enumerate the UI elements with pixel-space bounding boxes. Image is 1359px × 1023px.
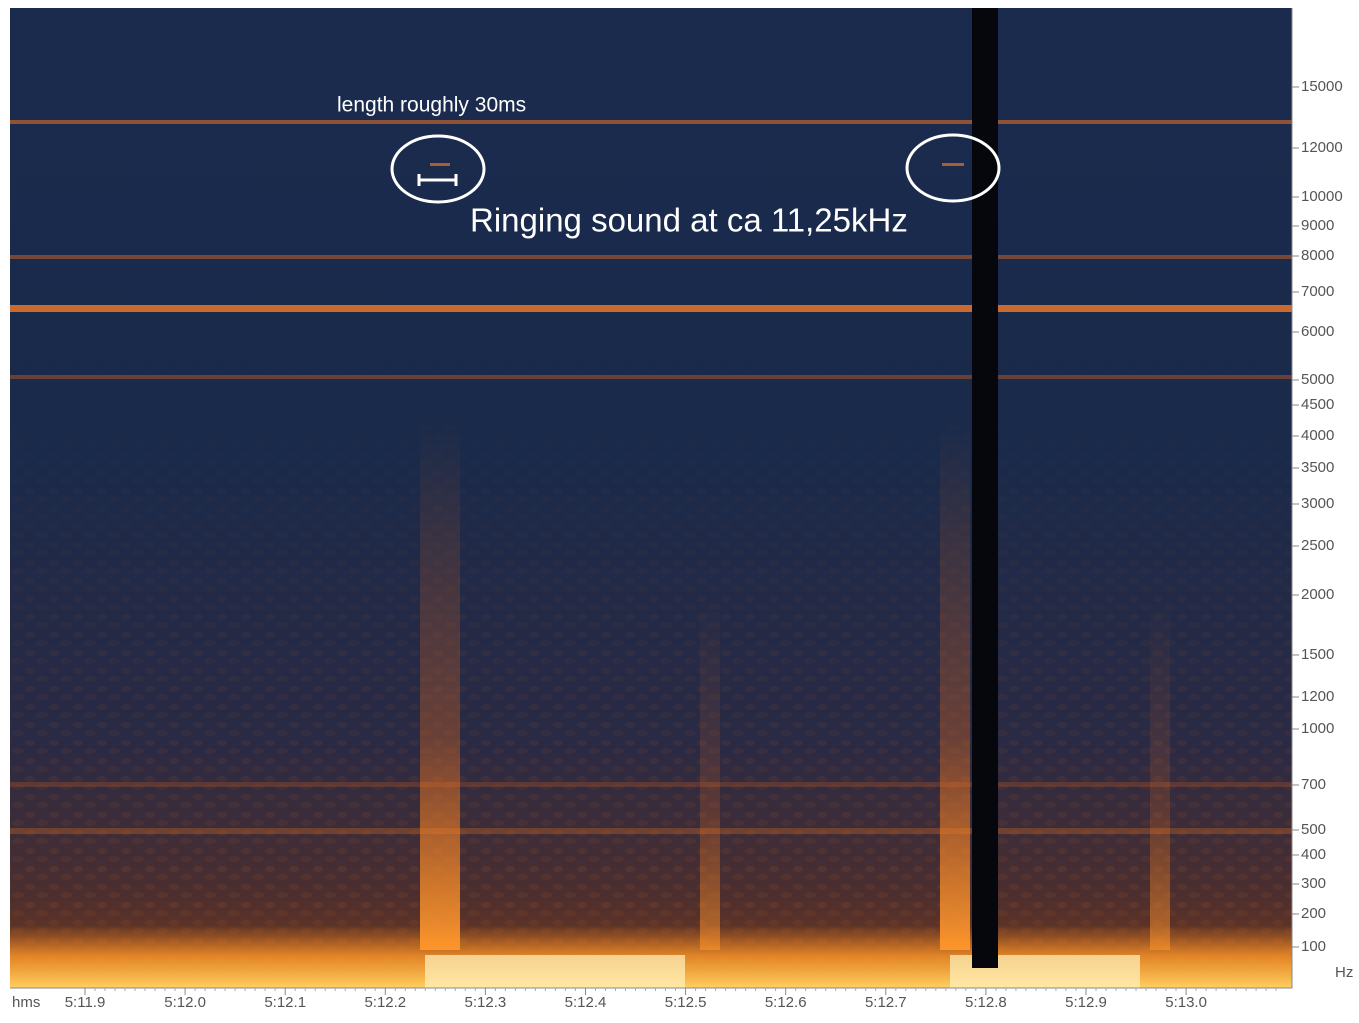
y-tick-label: 700 [1301,776,1326,793]
spectrogram [10,8,1292,988]
y-tick-label: 400 [1301,846,1326,863]
y-axis-unit: Hz [1335,964,1353,981]
x-tick-label: 5:11.9 [65,994,106,1011]
y-tick-label: 1000 [1301,720,1334,737]
x-tick-label: 5:12.7 [865,994,907,1011]
annotation: length roughly 30ms [337,94,526,117]
y-tick-label: 5000 [1301,371,1334,388]
x-tick-label: 5:12.9 [1065,994,1107,1011]
x-tick-label: 5:12.2 [364,994,406,1011]
y-tick-label: 100 [1301,938,1326,955]
x-tick-label: 5:12.1 [264,994,306,1011]
y-tick-label: 4000 [1301,427,1334,444]
y-tick-label: 200 [1301,905,1326,922]
y-tick-label: 500 [1301,821,1326,838]
annotation: Ringing sound at ca 11,25kHz [470,202,908,239]
y-tick-label: 12000 [1301,139,1343,156]
x-tick-label: 5:12.4 [565,994,607,1011]
y-tick-label: 4500 [1301,396,1334,413]
x-tick-label: 5:12.5 [665,994,707,1011]
page: {"y_axis": {"unit": "Hz", "ticks": ["150… [0,0,1359,1018]
x-axis-unit: hms [12,994,40,1011]
y-tick-label: 2500 [1301,537,1334,554]
x-tick-label: 5:12.3 [465,994,507,1011]
y-tick-label: 1500 [1301,646,1334,663]
x-tick-label: 5:12.8 [965,994,1007,1011]
y-tick-label: 1200 [1301,688,1334,705]
y-tick-label: 300 [1301,875,1326,892]
y-tick-label: 7000 [1301,283,1334,300]
x-tick-label: 5:12.6 [765,994,807,1011]
x-tick-label: 5:13.0 [1165,994,1207,1011]
y-tick-label: 10000 [1301,188,1343,205]
y-tick-label: 3000 [1301,495,1334,512]
y-tick-label: 6000 [1301,323,1334,340]
y-tick-label: 8000 [1301,247,1334,264]
y-tick-label: 15000 [1301,78,1343,95]
y-tick-label: 9000 [1301,217,1334,234]
x-tick-label: 5:12.0 [164,994,206,1011]
y-tick-label: 3500 [1301,459,1334,476]
y-tick-label: 2000 [1301,586,1334,603]
spectrogram-view: length roughly 30ms Ringing sound at ca … [0,0,1359,1018]
